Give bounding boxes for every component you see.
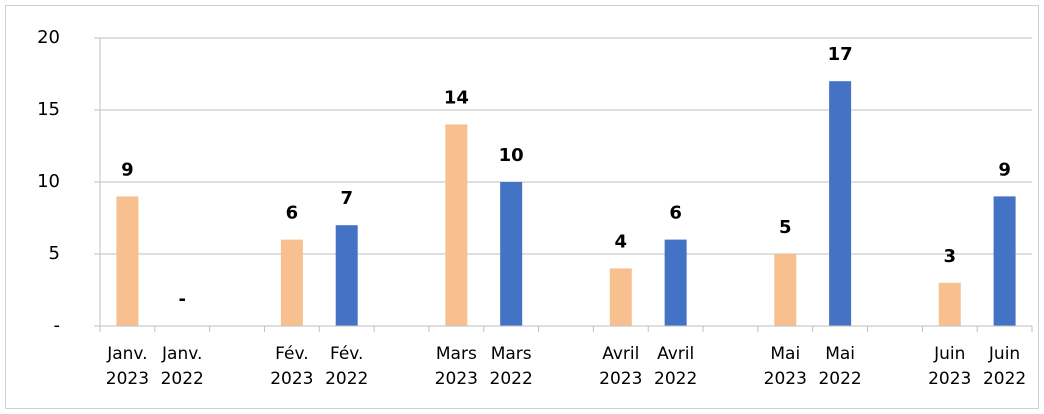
x-tick-label: Mars 2023 xyxy=(434,344,478,389)
bar xyxy=(280,239,303,326)
data-label: 7 xyxy=(340,188,353,209)
data-label: 6 xyxy=(286,203,299,224)
data-label: 6 xyxy=(669,203,682,224)
data-label: 3 xyxy=(943,246,956,267)
bar xyxy=(993,196,1016,326)
y-tick-label: 5 xyxy=(49,243,60,264)
x-tick-label: Janv. 2023 xyxy=(105,344,150,389)
y-tick-label: 20 xyxy=(37,27,60,48)
x-tick-label: Juin 2023 xyxy=(928,344,972,389)
x-tick-label: Janv. 2022 xyxy=(160,344,204,389)
bar xyxy=(609,268,632,326)
bar xyxy=(335,225,358,326)
x-tick-label: Mai 2022 xyxy=(818,344,862,389)
x-tick-label: Fév. 2022 xyxy=(325,344,369,389)
data-label: 5 xyxy=(779,217,792,238)
bar xyxy=(938,282,961,326)
bar xyxy=(664,239,687,326)
bar xyxy=(445,124,468,327)
x-tick-label: Avril 2022 xyxy=(654,344,698,389)
x-tick-label: Mars 2022 xyxy=(489,344,533,389)
y-tick-label: - xyxy=(54,315,61,336)
x-tick-label: Mai 2023 xyxy=(763,344,807,389)
bar xyxy=(500,182,523,326)
data-label: 9 xyxy=(121,159,134,180)
data-label: - xyxy=(178,289,185,310)
y-tick-label: 10 xyxy=(37,171,60,192)
y-tick-label: 15 xyxy=(37,99,60,120)
bar xyxy=(774,254,797,326)
x-tick-label: Fév. 2023 xyxy=(270,344,314,389)
data-label: 10 xyxy=(499,145,524,166)
bar xyxy=(829,81,852,326)
data-label: 14 xyxy=(444,87,469,108)
data-label: 17 xyxy=(828,44,853,65)
data-label: 9 xyxy=(998,159,1011,180)
x-tick-label: Avril 2023 xyxy=(599,344,643,389)
bar xyxy=(116,196,139,326)
data-label: 4 xyxy=(615,231,628,252)
x-tick-label: Juin 2022 xyxy=(982,344,1027,389)
